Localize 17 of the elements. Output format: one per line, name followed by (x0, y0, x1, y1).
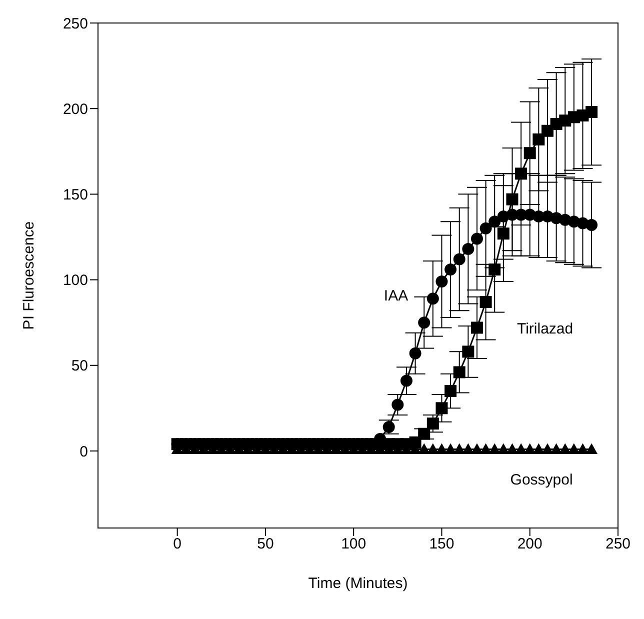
y-tick-label: 250 (62, 15, 88, 32)
x-tick-label: 150 (429, 536, 454, 553)
x-tick-label: 250 (605, 536, 631, 553)
y-axis-title: PI Fluroescence (20, 221, 38, 330)
y-tick-label: 200 (62, 100, 88, 118)
y-tick-label: 100 (62, 272, 88, 290)
series-label: IAA (384, 288, 408, 305)
y-tick-label: 0 (80, 443, 88, 460)
y-tick-label: 50 (71, 358, 88, 375)
x-tick-label: 200 (517, 536, 542, 553)
x-tick-label: 50 (257, 536, 274, 553)
series-label: Gossypol (510, 471, 573, 488)
x-axis-title: Time (Minutes) (308, 575, 408, 592)
series-label: Tirilazad (516, 320, 574, 338)
x-tick-label: 0 (173, 536, 182, 553)
y-tick-label: 150 (62, 186, 88, 204)
x-tick-label: 100 (341, 536, 366, 553)
